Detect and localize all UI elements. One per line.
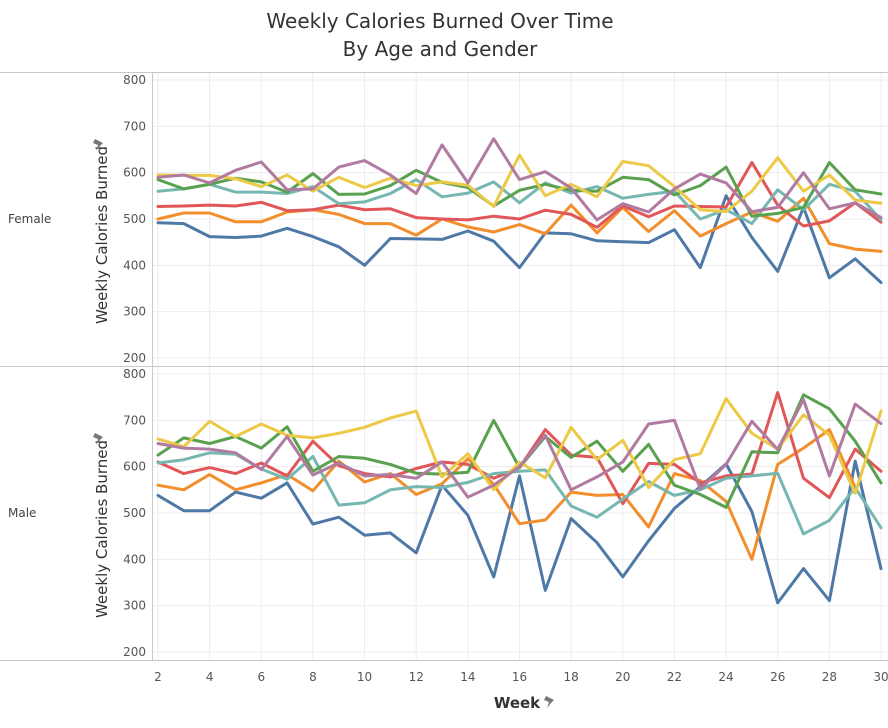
x-axis-ticks: 2 4 6 8 10 12 14 16 18 20 22 24 26 28 30 — [154, 670, 888, 684]
y-tick-label: 600 — [123, 460, 146, 474]
series-line-4 — [156, 178, 883, 226]
y-tick-label: 300 — [123, 599, 146, 613]
y-tick-label: 800 — [123, 367, 146, 381]
x-tick-label: 14 — [460, 670, 475, 684]
series-line-3 — [156, 161, 883, 229]
x-axis-title-group: Week — [494, 694, 554, 712]
series-line-7 — [156, 398, 883, 499]
series-line-7 — [156, 137, 883, 222]
row-label: Female — [8, 212, 51, 226]
x-tick-label: 26 — [770, 670, 785, 684]
x-tick-label: 2 — [154, 670, 162, 684]
y-tick-label: 500 — [123, 506, 146, 520]
x-tick-label: 6 — [257, 670, 265, 684]
series-line-1 — [156, 194, 883, 284]
chart-subtitle: By Age and Gender — [343, 37, 538, 61]
y-tick-label: 600 — [123, 166, 146, 180]
series-line-1 — [156, 459, 883, 605]
y-tick-label: 300 — [123, 305, 146, 319]
x-tick-label: 30 — [873, 670, 888, 684]
x-tick-label: 4 — [206, 670, 214, 684]
y-tick-label: 200 — [123, 351, 146, 365]
x-tick-label: 24 — [718, 670, 733, 684]
y-tick-label: 500 — [123, 212, 146, 226]
y-tick-label: 700 — [123, 413, 146, 427]
y-tick-label: 400 — [123, 258, 146, 272]
x-tick-label: 20 — [615, 670, 630, 684]
y-tick-label: 700 — [123, 119, 146, 133]
series-line-6 — [156, 397, 883, 495]
pin-icon[interactable] — [93, 139, 103, 151]
series-line-5 — [156, 161, 883, 218]
y-axis-title: Weekly Calories Burned — [93, 440, 111, 618]
x-axis-title: Week — [494, 694, 541, 712]
series-line-2 — [156, 428, 857, 561]
y-axis-pin[interactable] — [93, 433, 103, 445]
x-axis-pin-icon[interactable] — [544, 696, 554, 708]
y-tick-label: 400 — [123, 552, 146, 566]
chart-title: Weekly Calories Burned Over Time — [266, 9, 613, 33]
series-line-4 — [156, 451, 883, 536]
row-label: Male — [8, 506, 36, 520]
x-tick-label: 8 — [309, 670, 317, 684]
x-tick-label: 10 — [357, 670, 372, 684]
y-tick-label: 800 — [123, 73, 146, 87]
pin-icon[interactable] — [93, 433, 103, 445]
x-tick-label: 28 — [822, 670, 837, 684]
x-tick-label: 16 — [512, 670, 527, 684]
x-tick-label: 22 — [667, 670, 682, 684]
y-axis-title: Weekly Calories Burned — [93, 146, 111, 324]
panels: 200 300 400 500 600 700 800 Female Weekly Calori… — [0, 72, 888, 661]
x-tick-label: 12 — [409, 670, 424, 684]
pin-icon[interactable] — [544, 696, 554, 708]
y-tick-label: 200 — [123, 645, 146, 659]
x-tick-label: 18 — [564, 670, 579, 684]
panel-male: 200 300 400 500 600 700 800 Male Weekly Calories… — [0, 367, 888, 661]
panel-female: 200 300 400 500 600 700 800 Female Weekly Calori… — [0, 73, 888, 367]
y-axis-pin[interactable] — [93, 139, 103, 151]
